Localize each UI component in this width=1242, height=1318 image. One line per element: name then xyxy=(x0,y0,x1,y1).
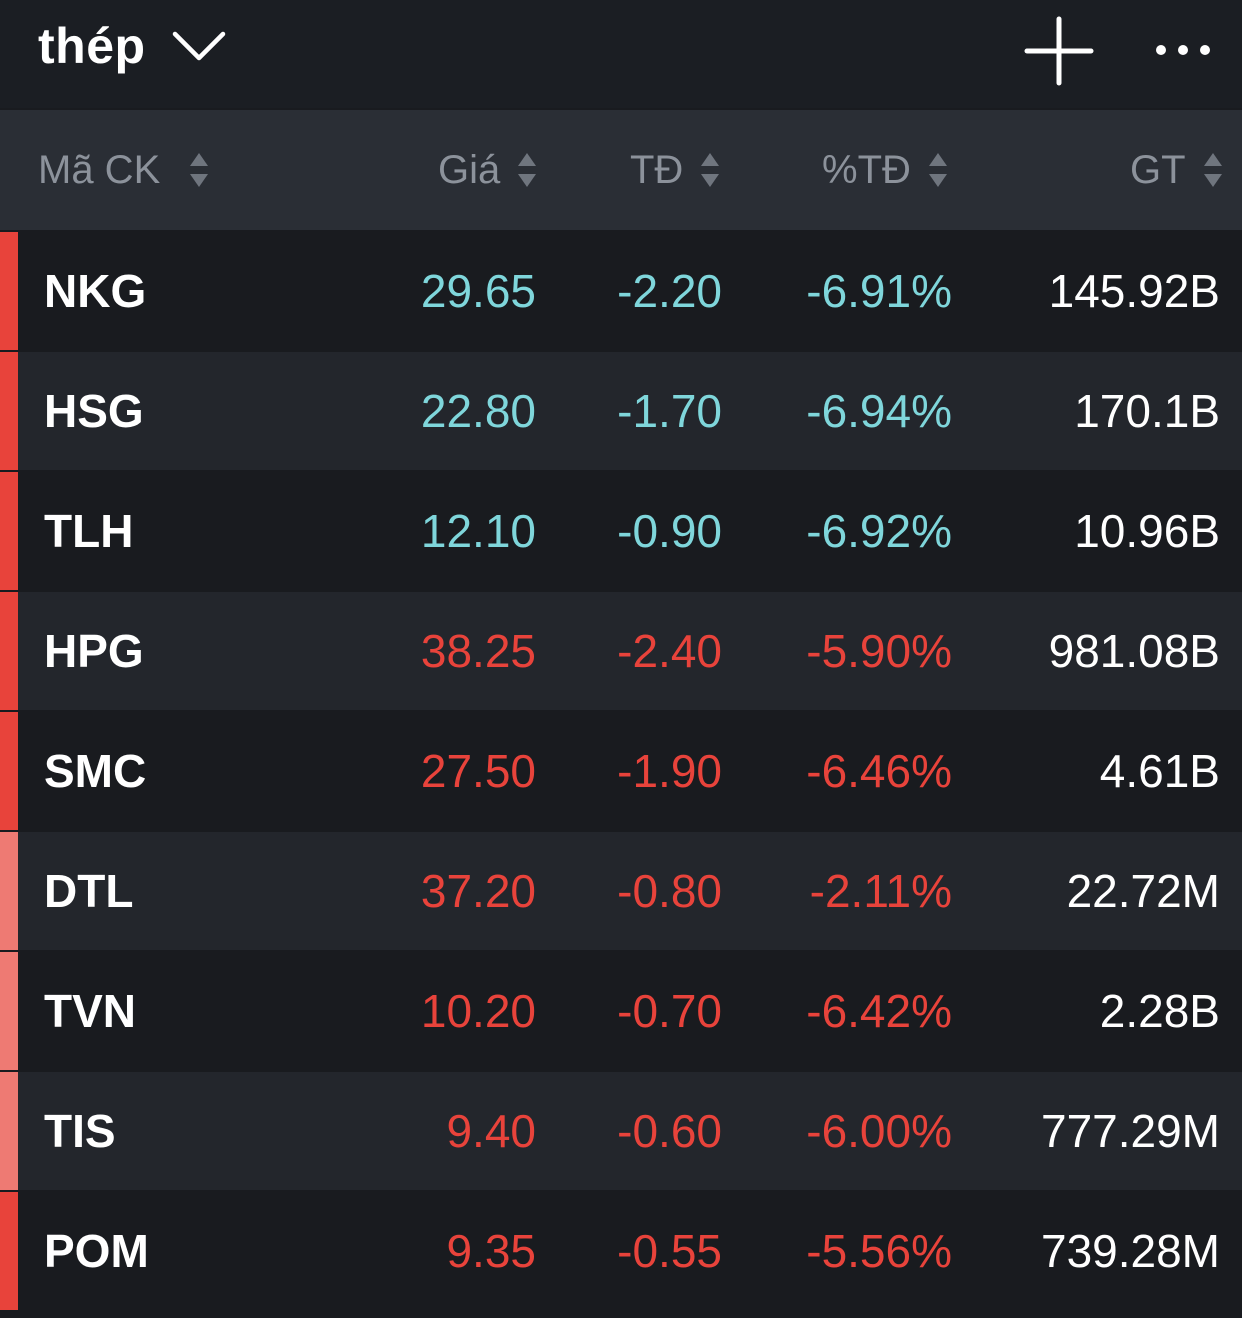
row-percent: -6.94% xyxy=(806,385,952,437)
row-percent: -2.11% xyxy=(809,865,952,917)
row-change: -0.60 xyxy=(617,1105,722,1157)
column-change[interactable]: TĐ xyxy=(630,110,721,230)
row-symbol: TIS xyxy=(44,1105,116,1157)
row-price: 27.50 xyxy=(420,745,536,797)
row-percent: -6.00% xyxy=(806,1105,952,1157)
row-symbol: TLH xyxy=(44,505,134,557)
column-header: Mã CK Giá TĐ %TĐ xyxy=(0,110,1242,230)
table-row[interactable]: POM 9.35 -0.55 -5.56% 739.28M xyxy=(0,1192,1242,1310)
row-change: -1.90 xyxy=(617,745,722,797)
row-indicator xyxy=(0,592,18,710)
top-bar: thép xyxy=(0,0,1242,108)
row-indicator xyxy=(0,232,18,350)
row-change: -0.90 xyxy=(617,505,722,557)
table-row[interactable]: HPG 38.25 -2.40 -5.90% 981.08B xyxy=(0,592,1242,710)
watchlist-selector[interactable]: thép xyxy=(38,14,226,78)
row-symbol: TVN xyxy=(44,985,136,1037)
row-indicator xyxy=(0,952,18,1070)
sort-icon xyxy=(1203,153,1222,187)
row-price: 29.65 xyxy=(420,265,536,317)
row-percent: -6.46% xyxy=(806,745,952,797)
row-symbol: SMC xyxy=(44,745,147,797)
row-price: 37.20 xyxy=(420,865,536,917)
row-value: 739.28M xyxy=(1040,1225,1220,1277)
column-price[interactable]: Giá xyxy=(438,110,538,230)
column-percent-label: %TĐ xyxy=(822,147,911,192)
table-row[interactable]: TLH 12.10 -0.90 -6.92% 10.96B xyxy=(0,472,1242,590)
row-indicator xyxy=(0,1192,18,1310)
table-row[interactable]: NKG 29.65 -2.20 -6.91% 145.92B xyxy=(0,232,1242,350)
row-price: 38.25 xyxy=(420,625,536,677)
row-price: 9.40 xyxy=(446,1105,536,1157)
plus-icon[interactable] xyxy=(1024,16,1094,86)
row-value: 2.28B xyxy=(1099,985,1220,1037)
column-value-label: GT xyxy=(1130,147,1186,192)
row-change: -0.70 xyxy=(617,985,722,1037)
row-change: -0.80 xyxy=(617,865,722,917)
row-symbol: DTL xyxy=(44,865,134,917)
row-indicator xyxy=(0,1072,18,1190)
row-change: -0.55 xyxy=(617,1225,722,1277)
row-percent: -5.56% xyxy=(806,1225,952,1277)
column-value[interactable]: GT xyxy=(1130,110,1224,230)
row-price: 10.20 xyxy=(420,985,536,1037)
table-row[interactable]: TIS 9.40 -0.60 -6.00% 777.29M xyxy=(0,1072,1242,1190)
row-percent: -6.92% xyxy=(806,505,952,557)
row-change: -2.20 xyxy=(617,265,722,317)
row-value: 22.72M xyxy=(1066,865,1220,917)
column-price-label: Giá xyxy=(438,147,501,192)
stock-list: NKG 29.65 -2.20 -6.91% 145.92B HSG 22.80… xyxy=(0,232,1242,1312)
table-row[interactable]: SMC 27.50 -1.90 -6.46% 4.61B xyxy=(0,712,1242,830)
row-symbol: HSG xyxy=(44,385,144,437)
sort-icon xyxy=(701,153,720,187)
row-price: 9.35 xyxy=(446,1225,536,1277)
row-indicator xyxy=(0,472,18,590)
row-symbol: NKG xyxy=(44,265,147,317)
column-percent[interactable]: %TĐ xyxy=(822,110,949,230)
row-value: 4.61B xyxy=(1099,745,1220,797)
column-change-label: TĐ xyxy=(630,147,684,192)
row-value: 777.29M xyxy=(1040,1105,1220,1157)
row-value: 10.96B xyxy=(1074,505,1220,557)
chevron-down-icon xyxy=(172,31,225,61)
row-value: 981.08B xyxy=(1048,625,1220,677)
table-row[interactable]: DTL 37.20 -0.80 -2.11% 22.72M xyxy=(0,832,1242,950)
row-change: -2.40 xyxy=(617,625,722,677)
row-price: 12.10 xyxy=(420,505,536,557)
table-row[interactable]: TVN 10.20 -0.70 -6.42% 2.28B xyxy=(0,952,1242,1070)
table-row[interactable]: HSG 22.80 -1.70 -6.94% 170.1B xyxy=(0,352,1242,470)
row-value: 170.1B xyxy=(1074,385,1220,437)
sort-icon xyxy=(928,153,947,187)
row-percent: -6.42% xyxy=(806,985,952,1037)
row-symbol: POM xyxy=(44,1225,149,1277)
row-indicator xyxy=(0,712,18,830)
row-percent: -6.91% xyxy=(806,265,952,317)
sort-icon xyxy=(190,153,209,187)
row-percent: -5.90% xyxy=(806,625,952,677)
sort-icon xyxy=(518,153,537,187)
row-symbol: HPG xyxy=(44,625,144,677)
watchlist-title: thép xyxy=(38,18,146,74)
row-change: -1.70 xyxy=(617,385,722,437)
column-symbol[interactable]: Mã CK xyxy=(38,110,210,230)
column-symbol-label: Mã CK xyxy=(38,147,161,192)
row-indicator xyxy=(0,352,18,470)
more-horizontal-icon[interactable] xyxy=(1154,38,1212,62)
row-indicator xyxy=(0,832,18,950)
row-price: 22.80 xyxy=(420,385,536,437)
row-value: 145.92B xyxy=(1048,265,1220,317)
